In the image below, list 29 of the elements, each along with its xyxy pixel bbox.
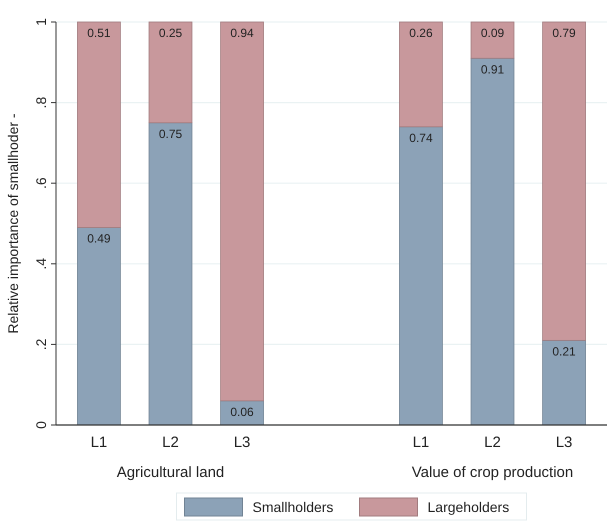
x-tick-label: L2 [484, 434, 501, 451]
data-label: 0.51 [87, 26, 111, 40]
y-tick-label: .2 [33, 338, 49, 350]
x-tick-label: L2 [162, 434, 179, 451]
x-tick-label: L3 [556, 434, 572, 451]
x-tick-label: L1 [412, 434, 430, 451]
y-tick-label: 1 [33, 18, 49, 26]
data-label: 0.75 [158, 126, 182, 141]
y-tick-label: .8 [33, 96, 49, 108]
data-label: 0.26 [409, 26, 433, 40]
y-axis-title: Relative importance of smallhoder - [5, 113, 21, 334]
data-label: 0.91 [480, 62, 505, 76]
x-tick-label: L3 [234, 434, 250, 451]
y-tick-label: .4 [33, 258, 49, 270]
data-label: 0.79 [552, 26, 576, 40]
data-label: 0.21 [552, 344, 576, 358]
y-tick-label: .6 [33, 177, 49, 190]
y-tick-label: 0 [33, 420, 49, 429]
x-tick-label: L1 [90, 434, 108, 451]
data-label: 0.74 [409, 130, 433, 145]
text: Agricultural land [116, 464, 224, 481]
data-label: 0.09 [480, 26, 505, 40]
text: Value of crop production [412, 464, 574, 481]
legend-label: Smallholders [252, 499, 334, 515]
data-label: 0.94 [230, 26, 254, 40]
data-label: 0.06 [230, 404, 254, 419]
data-label: 0.25 [158, 26, 182, 40]
legend-label: Largeholders [428, 499, 510, 515]
data-label: 0.49 [87, 232, 111, 246]
